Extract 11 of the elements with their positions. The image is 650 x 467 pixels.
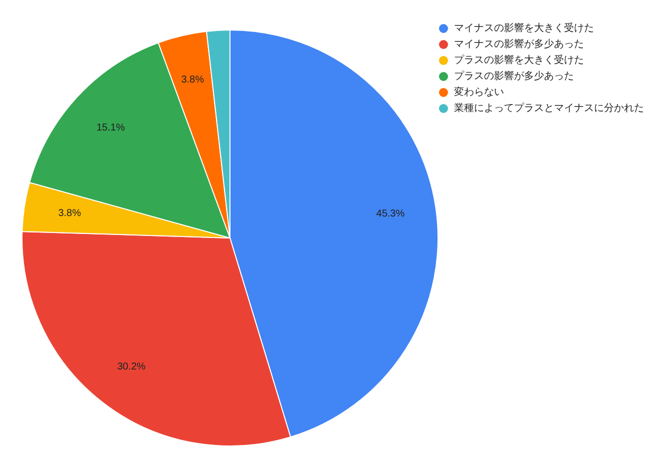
legend-label: マイナスの影響が多少あった [454, 38, 584, 51]
legend-label: 業種によってプラスとマイナスに分かれた [454, 102, 644, 115]
data-label: 30.2% [117, 361, 146, 372]
legend-label: プラスの影響が多少あった [454, 70, 574, 83]
data-label: 45.3% [376, 208, 405, 220]
data-label: 15.1% [96, 122, 125, 134]
data-label: 3.8% [181, 74, 204, 86]
legend-label: 変わらない [454, 86, 504, 99]
legend-label: マイナスの影響を大きく受けた [454, 22, 594, 35]
data-label: 3.8% [58, 208, 82, 220]
legend-label: プラスの影響を大きく受けた [454, 54, 584, 67]
